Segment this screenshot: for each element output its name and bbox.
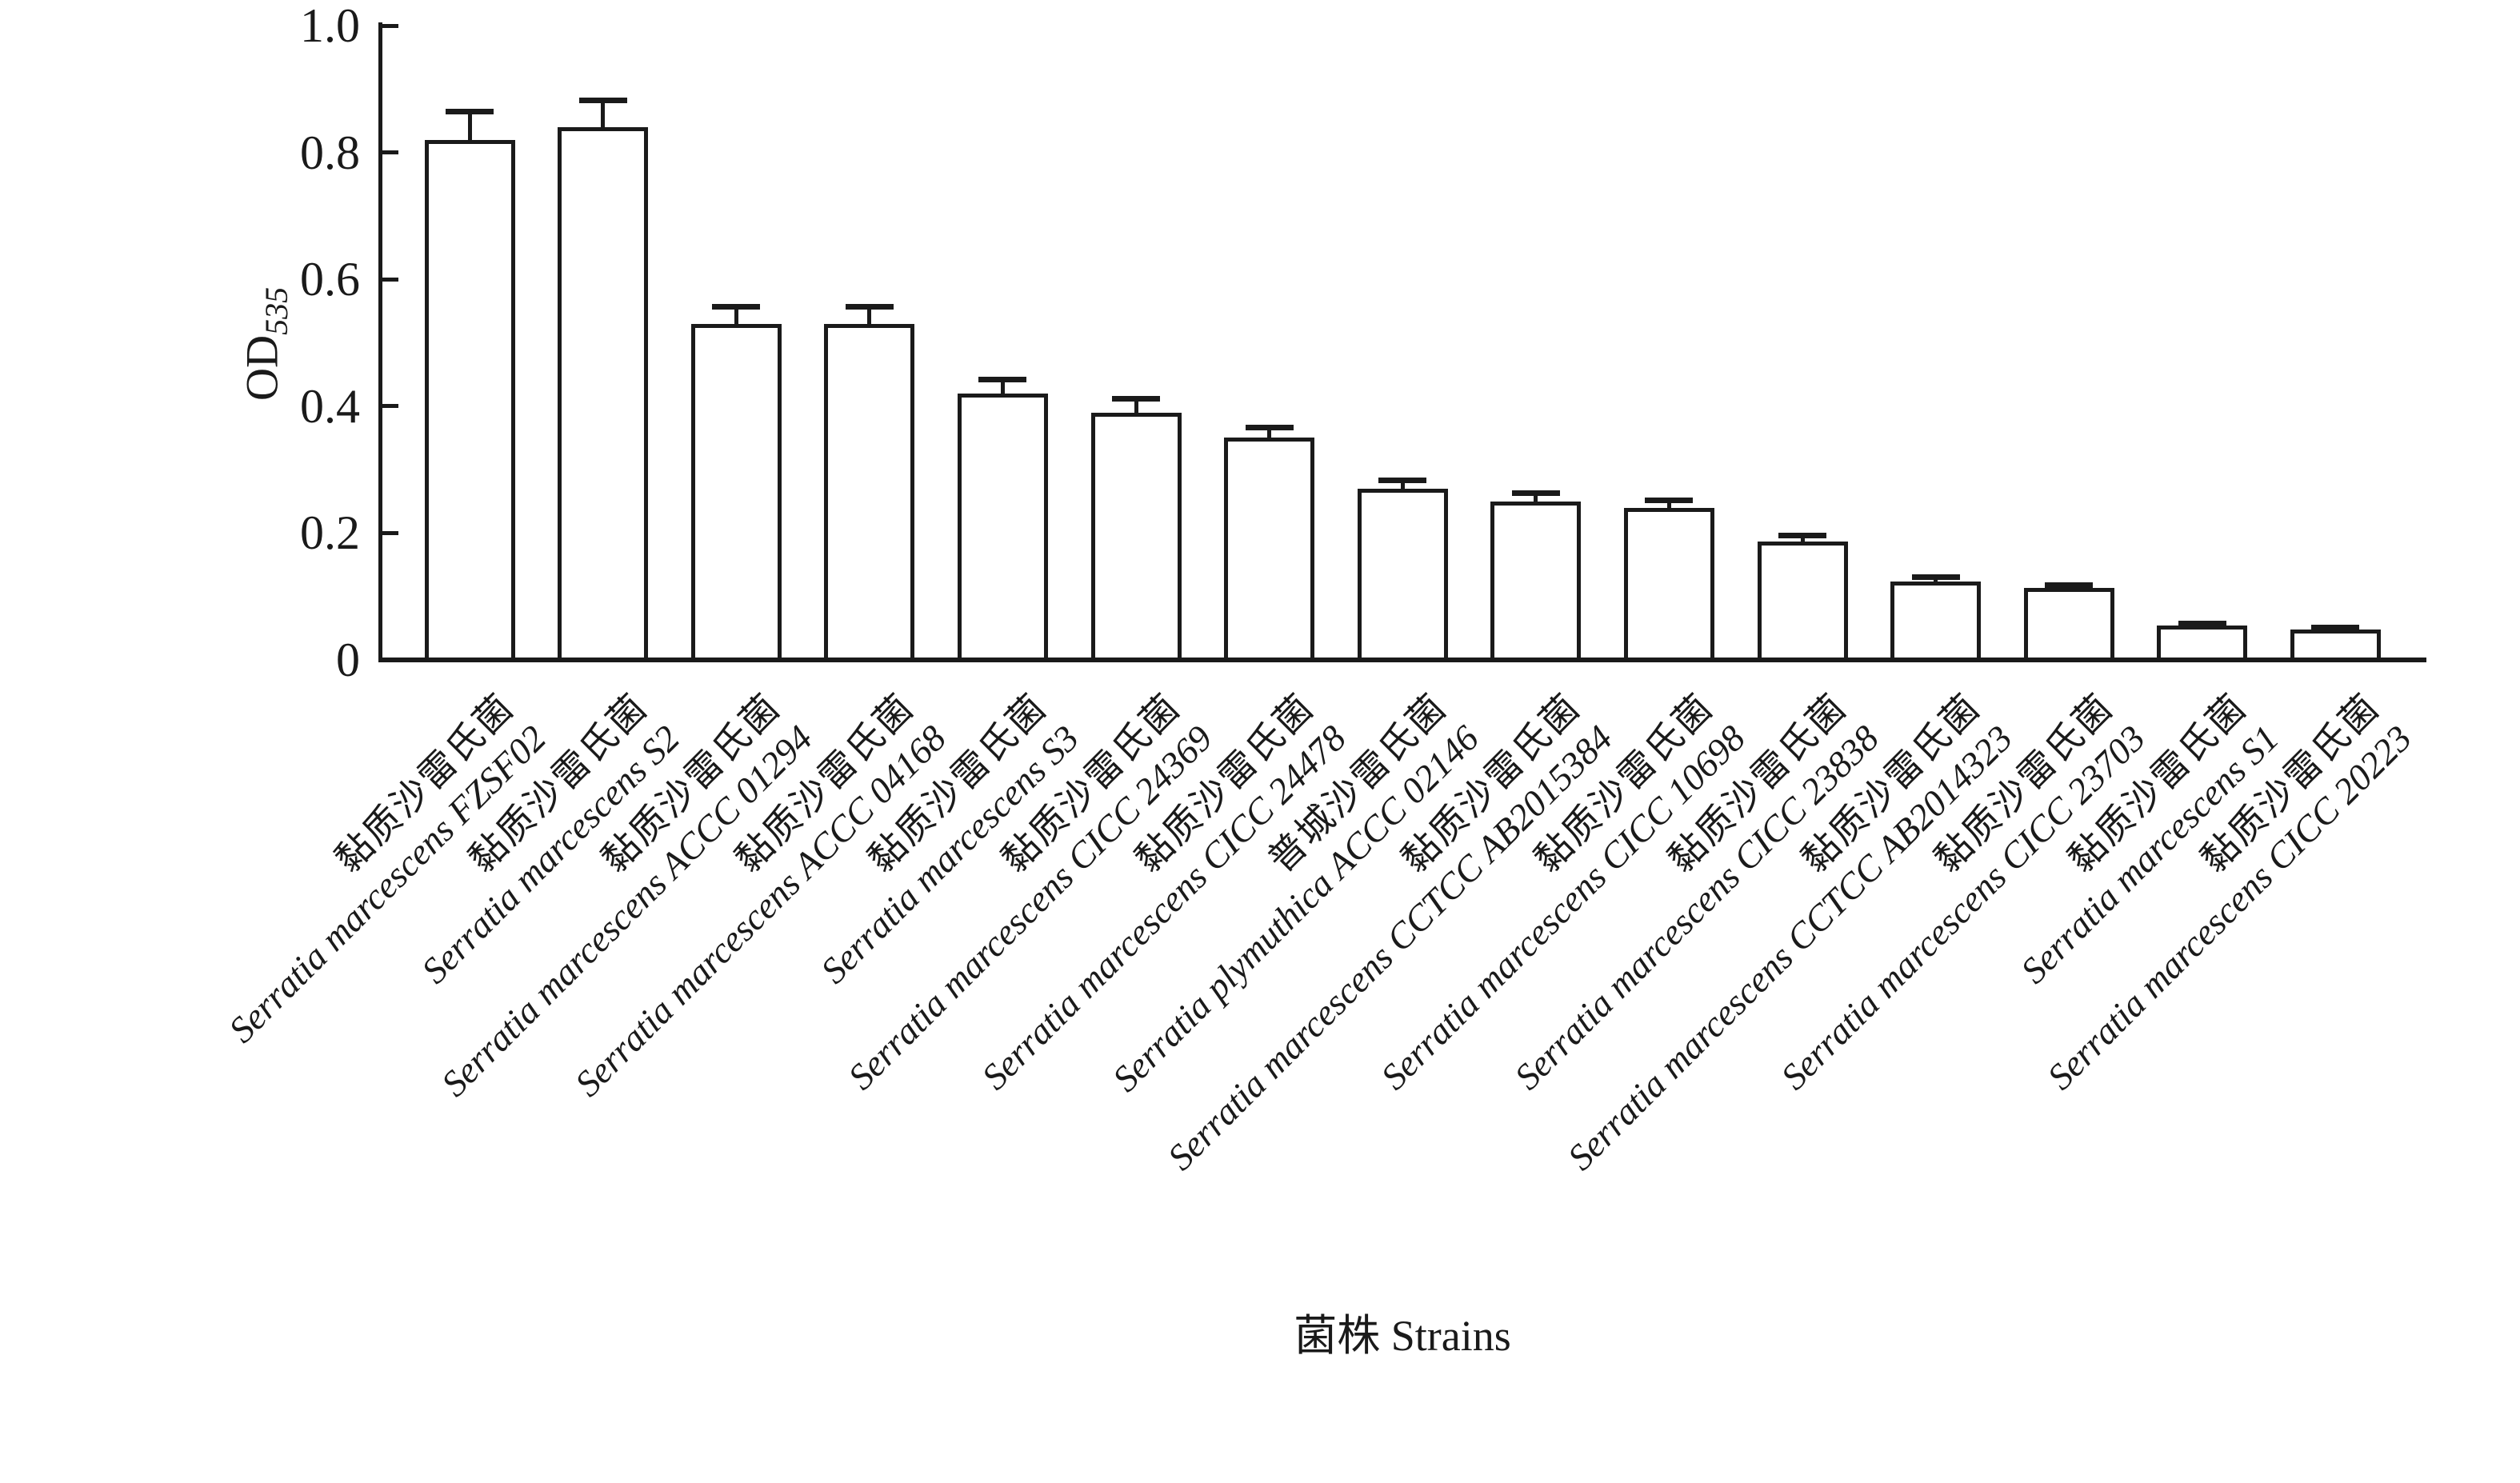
error-bar-cap [2178, 621, 2226, 626]
error-bar-cap [2311, 624, 2360, 630]
error-bar-stem [1267, 426, 1272, 438]
bar-serratia-marcescens-fzsf02 [424, 139, 515, 658]
bar-serratia-marcescens-cctcc-ab2015384 [1490, 501, 1582, 658]
bar-serratia-marcescens-cicc-24478 [1224, 438, 1315, 658]
error-bar-cap [446, 109, 494, 115]
bar-serratia-marcescens-cicc-24369 [1090, 412, 1182, 658]
error-bar-cap [978, 376, 1027, 382]
error-bar-cap [1511, 490, 1560, 497]
y-tick-label: 0.8 [300, 126, 360, 179]
error-bar-stem [1134, 398, 1138, 413]
y-tick-mark [382, 277, 398, 282]
error-bar-stem [1000, 378, 1005, 394]
error-bar-cap [2045, 582, 2094, 588]
error-bar-stem [734, 306, 738, 324]
error-bar-stem [1534, 493, 1538, 502]
y-tick-mark [382, 150, 398, 155]
error-bar-stem [467, 111, 472, 140]
bar-serratia-marcescens-cicc-23703 [2023, 588, 2114, 658]
y-tick-mark [382, 23, 398, 28]
biofilm-bar-chart-figure: OD535 0 0.2 0.4 0.6 0.8 1.0 黏质沙雷氏菌 Serratia ma… [220, 0, 2426, 1360]
bar-serratia-marcescens-cicc-20223 [2290, 629, 2381, 658]
y-tick-label: 0.6 [300, 253, 360, 306]
y-tick-mark [382, 530, 398, 535]
error-bar-cap [1112, 396, 1160, 402]
bar-serratia-marcescens-cicc-10698 [1623, 507, 1714, 658]
error-bar-stem [867, 306, 872, 324]
error-bar-cap [1778, 532, 1826, 538]
bar-serratia-marcescens-s1 [2157, 626, 2248, 658]
bar-serratia-marcescens-accc-01294 [690, 323, 782, 658]
error-bar-cap [1911, 574, 1960, 581]
error-bar-cap [712, 303, 761, 310]
bar-serratia-marcescens-cctcc-ab2014323 [1890, 581, 1982, 658]
error-bar-cap [1245, 424, 1294, 430]
x-axis-line [378, 658, 2426, 662]
error-bar-cap [845, 303, 894, 310]
bar-serratia-marcescens-cicc-23838 [1757, 541, 1848, 658]
x-axis-title: 菌株 Strains [1294, 1312, 1511, 1360]
bar-serratia-marcescens-accc-04168 [824, 323, 915, 658]
error-bar-cap [1378, 477, 1427, 483]
error-bar-stem [601, 99, 606, 127]
y-tick-label: 1.0 [300, 0, 360, 52]
y-tick-label: 0.2 [300, 506, 360, 560]
error-bar-cap [578, 97, 627, 103]
y-axis-line [378, 22, 382, 660]
y-tick-mark [382, 404, 398, 409]
error-bar-cap [1645, 498, 1694, 504]
bar-serratia-marcescens-s3 [957, 393, 1048, 658]
error-bar-stem [1400, 479, 1405, 489]
bar-serratia-plymuthica-accc-02146 [1357, 488, 1448, 658]
bar-serratia-marcescens-s2 [558, 126, 649, 658]
y-tick-label: 0.4 [300, 379, 360, 433]
y-tick-label: 0 [336, 634, 360, 686]
error-bar-stem [1666, 500, 1671, 508]
